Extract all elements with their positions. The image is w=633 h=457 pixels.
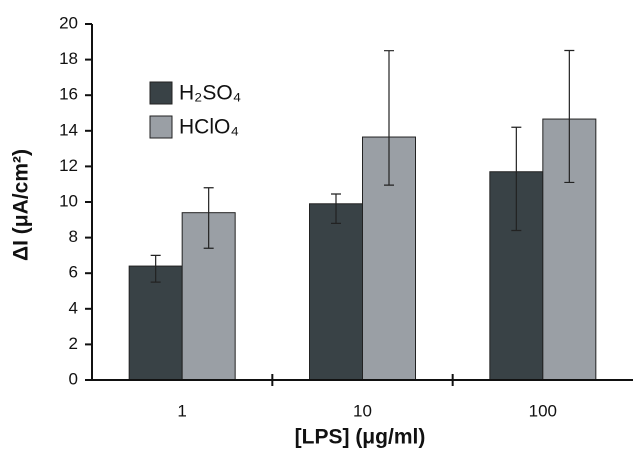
legend-label: H₂SO₄ xyxy=(179,82,241,105)
error-bar xyxy=(331,193,341,224)
y-tick-label: 6 xyxy=(69,263,78,282)
x-tick-label: 100 xyxy=(529,401,557,420)
legend-swatch xyxy=(149,115,173,139)
x-axis-title: [LPS] (μg/ml) xyxy=(295,426,426,449)
bar xyxy=(128,265,183,381)
bar xyxy=(309,203,363,381)
y-tick-label: 4 xyxy=(69,298,78,317)
y-tick-label: 14 xyxy=(59,120,78,139)
error-bar xyxy=(511,126,522,232)
error-bar xyxy=(564,49,575,184)
y-tick-label: 10 xyxy=(59,191,78,210)
error-bar xyxy=(384,50,394,186)
legend-swatch xyxy=(149,81,173,105)
y-tick-label: 12 xyxy=(59,156,78,175)
y-tick-label: 2 xyxy=(69,334,78,353)
error-bar xyxy=(150,254,161,283)
y-tick-label: 0 xyxy=(69,369,78,388)
y-tick-label: 20 xyxy=(59,13,78,32)
error-bar xyxy=(203,187,214,249)
x-tick-label: 1 xyxy=(177,401,186,420)
y-tick-label: 16 xyxy=(59,85,78,104)
y-tick-label: 18 xyxy=(59,49,78,68)
legend-label: HClO₄ xyxy=(179,116,239,139)
x-tick-label: 10 xyxy=(353,401,372,420)
y-axis-title: ΔI (μA/cm²) xyxy=(10,149,33,261)
y-tick-label: 8 xyxy=(69,227,78,246)
